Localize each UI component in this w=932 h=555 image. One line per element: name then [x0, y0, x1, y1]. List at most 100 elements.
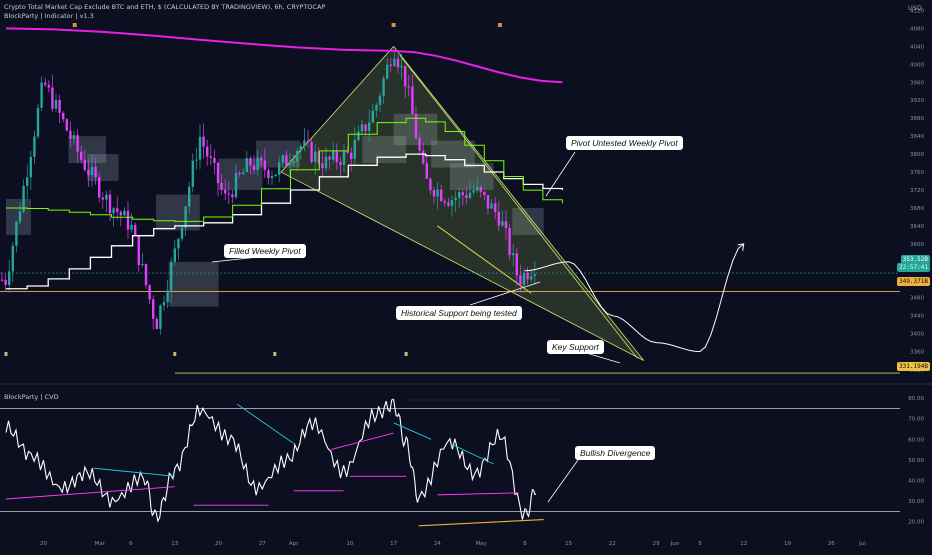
- candle: [144, 263, 148, 289]
- event-marker: [273, 352, 277, 356]
- candle-body: [263, 160, 266, 171]
- candle-body: [422, 150, 425, 164]
- candle: [256, 149, 259, 176]
- candle: [472, 184, 475, 196]
- candle-body: [443, 201, 446, 203]
- candle-body: [281, 155, 284, 163]
- candle: [206, 139, 209, 166]
- candle: [396, 54, 400, 74]
- candle: [382, 75, 385, 104]
- candle: [339, 156, 342, 177]
- candle-body: [350, 152, 353, 159]
- candle: [454, 190, 457, 212]
- candle-body: [134, 224, 137, 236]
- candle-body: [440, 189, 443, 202]
- candle: [350, 147, 353, 172]
- candle-body: [407, 86, 410, 88]
- candle-body: [126, 210, 130, 230]
- candle: [414, 105, 418, 140]
- candle: [148, 284, 151, 305]
- candle-body: [368, 122, 371, 132]
- candle: [238, 170, 241, 177]
- x-tick-label: 24: [434, 541, 441, 547]
- candle-body: [458, 192, 461, 198]
- candle: [450, 195, 454, 217]
- candle: [90, 154, 94, 187]
- candle-body: [328, 156, 331, 160]
- candle: [292, 154, 295, 167]
- candle: [216, 161, 220, 197]
- candle: [123, 207, 126, 216]
- candle: [522, 268, 526, 294]
- cvd-y-tick-label: 30.00: [908, 499, 924, 505]
- candle: [141, 252, 144, 267]
- candle: [519, 264, 522, 293]
- x-tick-label: 15: [565, 541, 572, 547]
- candle: [303, 127, 306, 152]
- y-tick-label: 3600: [910, 242, 924, 248]
- candle: [108, 189, 112, 222]
- candle-body: [371, 110, 374, 123]
- y-tick-label: 3960: [910, 80, 924, 86]
- y-tick-label: 4080: [910, 26, 924, 32]
- candle: [72, 130, 76, 145]
- candle-body: [141, 264, 144, 266]
- y-tick-label: 3840: [910, 134, 924, 140]
- candle: [299, 142, 302, 160]
- candle: [76, 129, 79, 164]
- candle: [213, 149, 216, 175]
- cvd-divergence-line: [418, 519, 544, 527]
- candle-body: [386, 64, 389, 79]
- candle-body: [8, 271, 11, 285]
- candle: [263, 148, 266, 178]
- candle-body: [242, 172, 245, 175]
- magenta-moving-average: [5, 27, 563, 84]
- candle: [83, 149, 86, 172]
- candle-body: [216, 162, 220, 184]
- candle: [231, 189, 234, 204]
- candle: [418, 133, 421, 155]
- cvd-trendline: [449, 443, 494, 465]
- candle-body: [170, 261, 173, 291]
- candle-body: [4, 279, 7, 285]
- candle: [270, 170, 274, 185]
- candle: [386, 57, 389, 80]
- falling-wedge: [280, 45, 644, 361]
- candle: [267, 167, 270, 185]
- callout-bullish-divergence: Bullish Divergence: [575, 446, 656, 460]
- candle-body: [515, 253, 518, 276]
- weekly-pivot-zone: [68, 136, 107, 164]
- candle-body: [404, 65, 407, 87]
- candle-body: [274, 174, 277, 177]
- candle-body: [0, 279, 4, 281]
- candle-body: [54, 99, 58, 109]
- candle-body: [486, 195, 490, 209]
- cvd-trendline: [5, 486, 175, 500]
- y-tick-label: 3720: [910, 188, 924, 194]
- y-tick-label: 3800: [910, 152, 924, 158]
- candle-body: [206, 146, 209, 157]
- candle: [195, 147, 198, 170]
- candle-body: [299, 145, 302, 152]
- candle-body: [267, 170, 270, 179]
- candle: [278, 156, 281, 183]
- candle: [152, 295, 155, 330]
- candle: [533, 261, 536, 285]
- candle: [162, 295, 166, 312]
- weekly-pivot-zone: [168, 261, 219, 307]
- candle-body: [26, 177, 29, 186]
- candle: [335, 143, 338, 170]
- candle: [51, 75, 54, 113]
- candle: [281, 153, 284, 168]
- price-tag-timer: 22:57:41: [897, 263, 930, 272]
- candle-body: [198, 136, 202, 160]
- price-tag-current: 353.52B: [900, 255, 930, 264]
- y-tick-label: 3360: [910, 350, 924, 356]
- candle-body: [188, 186, 191, 207]
- candle: [137, 235, 140, 273]
- candle-body: [339, 162, 342, 166]
- candle: [184, 205, 187, 236]
- x-tick-label: 20: [215, 541, 222, 547]
